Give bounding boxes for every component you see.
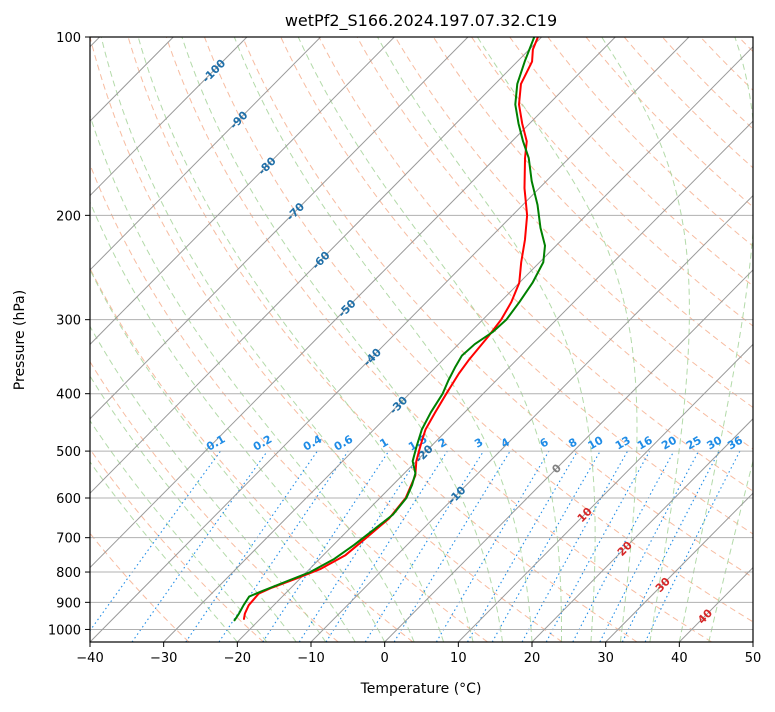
x-tick-label: 0 [381,651,389,666]
moist-adiabat-line [100,37,445,642]
moist-adiabat-line [137,37,474,642]
x-tick-label: −30 [150,651,177,666]
mixing-ratio-line [491,450,601,642]
mixing-ratio-line [435,450,550,642]
moist-adiabat-line [233,37,533,642]
mixing-ratio-line [467,450,579,642]
y-tick-label: 800 [56,566,81,581]
isotherm-line [457,343,753,642]
y-tick-label: 1000 [48,623,81,638]
isotherm-line [163,46,753,642]
x-tick-label: −10 [297,651,324,666]
isotherm-line [310,194,753,642]
isotherm-line [531,418,753,642]
isotherm-line [90,37,248,197]
x-tick-label: 50 [745,651,762,666]
x-tick-label: 30 [597,651,614,666]
moist-adiabat-line [90,375,297,642]
mixing-ratio-line [131,450,268,642]
chart-title: wetPf2_S166.2024.197.07.32.C19 [285,11,557,31]
sounding-series [233,37,546,622]
mixing-ratio-line [545,450,651,642]
y-tick-label: 100 [56,31,81,46]
y-tick-label: 900 [56,596,81,611]
y-tick-label: 500 [56,445,81,460]
x-tick-label: −20 [224,651,251,666]
isotherm-line [90,37,321,271]
dry-adiabat-line [394,37,753,409]
moist-adiabat-line [601,37,690,642]
dry-adiabat-line [509,37,753,287]
isotherm-lines [90,37,753,642]
mixing-ratio-line [393,450,511,642]
mixing-ratio-line [90,450,221,632]
mixing-ratio-line [364,450,484,642]
y-tick-label: 600 [56,492,81,507]
x-tick-label: 20 [524,651,541,666]
mixing-ratio-line [521,450,629,642]
isotherm-line [236,120,753,642]
x-tick-label: −40 [76,651,103,666]
isotherm-line [605,492,753,642]
x-tick-label: 40 [671,651,688,666]
dry-adiabat-line [547,37,753,247]
moist-adiabat-line [181,37,504,642]
mixing-ratio-line [298,450,423,642]
dry-adiabat-line [280,37,753,535]
y-tick-label: 200 [56,209,81,224]
isotherm-line [90,37,395,346]
dry-adiabat-line [165,37,712,642]
moist-adiabats [90,37,753,642]
moist-adiabat-line [377,37,596,642]
mixing-ratio-lines [90,450,741,642]
x-tick-label: 10 [450,651,467,666]
mixing-ratio-line [262,450,390,642]
isotherm-line [90,37,542,494]
y-tick-label: 400 [56,388,81,403]
moist-adiabat-line [90,419,268,642]
y-tick-label: 300 [56,314,81,329]
isotherm-line [90,37,690,642]
x-axis: −40 −30 −20 −10 0 10 20 30 40 50 [76,642,761,666]
y-tick-label: 700 [56,532,81,547]
dry-adiabat-line [127,37,638,642]
isotherm-line [90,37,469,420]
y-axis-label: Pressure (hPa) [12,290,28,390]
plot-frame [89,36,754,643]
sounding-line [242,37,539,620]
moist-adiabat-line [678,37,753,642]
dry-adiabat-line [432,37,753,368]
moist-adiabat-line [297,37,562,642]
x-axis-label: Temperature (°C) [360,681,482,697]
dry-adiabat-line [242,37,753,579]
moist-adiabat-line [90,200,386,642]
y-axis: 100 200 300 400 500 600 700 800 900 1000 [48,31,90,638]
moist-adiabat-line [90,268,356,642]
moist-adiabat-line [90,325,327,642]
dry-adiabats [90,37,753,642]
dry-adiabat-line [90,267,414,642]
dry-adiabat-line [203,37,753,623]
isotherm-line [384,269,753,642]
pressure-gridlines [90,37,753,630]
moist-adiabat-line [708,459,753,642]
moist-adiabat-line [90,461,238,642]
dry-adiabat-line [90,448,264,642]
mixing-ratio-line [325,450,448,642]
moist-adiabat-line [476,37,638,642]
isotherm-line [90,37,616,569]
sounding-line [233,37,546,622]
